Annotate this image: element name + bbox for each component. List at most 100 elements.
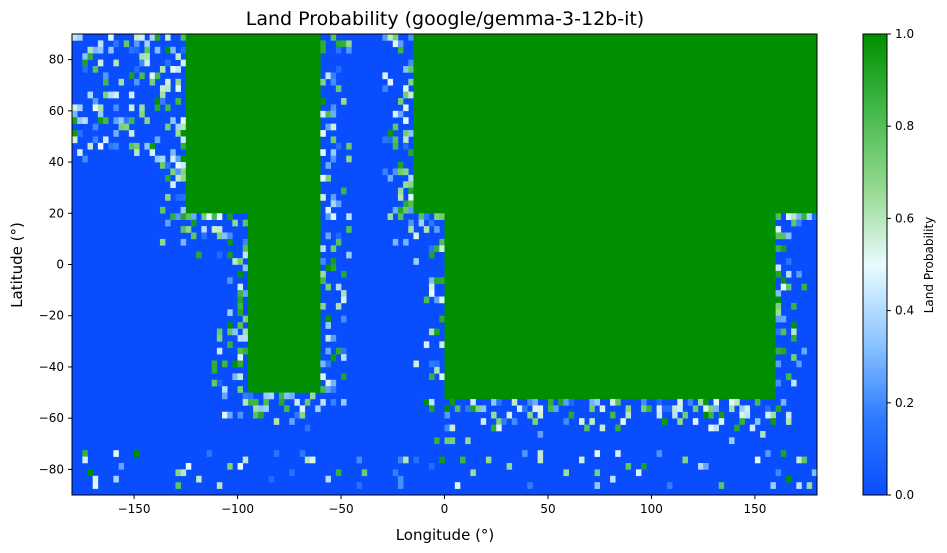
heatmap-cell	[485, 136, 492, 144]
heatmap-cell	[641, 46, 647, 54]
heatmap-cell	[604, 59, 611, 67]
heatmap-cell	[154, 104, 161, 112]
heatmap-cell	[330, 123, 337, 131]
heatmap-cell	[516, 85, 523, 92]
heatmap-cell	[594, 328, 601, 336]
heatmap-cell	[315, 174, 321, 182]
heatmap-cell	[190, 34, 197, 41]
heatmap-cell	[584, 130, 590, 137]
heatmap-cell	[423, 142, 430, 150]
heatmap-cell	[744, 200, 751, 208]
heatmap-cell	[713, 98, 720, 105]
heatmap-cell	[553, 219, 559, 227]
heatmap-cell	[491, 66, 497, 73]
heatmap-cell	[801, 213, 807, 220]
heatmap-cell	[703, 123, 709, 131]
heatmap-cell	[599, 78, 606, 86]
heatmap-cell	[672, 277, 678, 285]
heatmap-cell	[584, 59, 590, 67]
heatmap-cell	[449, 283, 456, 291]
heatmap-cell	[253, 213, 259, 220]
heatmap-cell	[315, 258, 321, 265]
heatmap-cell	[165, 78, 171, 86]
heatmap-cell	[496, 46, 502, 54]
heatmap-cell	[201, 162, 207, 169]
heatmap-cell	[470, 168, 476, 176]
heatmap-cell	[765, 302, 771, 310]
heatmap-cell	[537, 110, 544, 118]
heatmap-cell	[460, 40, 466, 48]
heatmap-cell	[635, 283, 642, 291]
heatmap-cell	[666, 219, 673, 227]
heatmap-cell	[558, 296, 564, 304]
heatmap-cell	[641, 328, 647, 336]
heatmap-cell	[247, 136, 254, 144]
heatmap-cell	[87, 91, 93, 99]
heatmap-cell	[201, 232, 207, 240]
heatmap-cell	[185, 194, 192, 201]
heatmap-cell	[656, 341, 663, 349]
heatmap-cell	[465, 117, 471, 124]
heatmap-cell	[739, 40, 745, 48]
heatmap-cell	[568, 206, 575, 214]
heatmap-cell	[532, 130, 538, 137]
heatmap-cell	[268, 142, 275, 150]
heatmap-cell	[801, 142, 807, 150]
heatmap-cell	[734, 194, 740, 201]
heatmap-cell	[589, 264, 595, 272]
heatmap-cell	[558, 277, 564, 285]
heatmap-cell	[506, 258, 513, 265]
heatmap-cell	[754, 200, 761, 208]
heatmap-cell	[610, 130, 616, 137]
heatmap-cell	[589, 66, 595, 73]
heatmap-cell	[480, 258, 487, 265]
heatmap-cell	[294, 155, 300, 163]
heatmap-cell	[718, 130, 725, 137]
heatmap-cell	[190, 168, 197, 176]
heatmap-cell	[635, 334, 642, 342]
heatmap-cell	[687, 59, 694, 67]
heatmap-cell	[801, 149, 807, 156]
heatmap-cell	[646, 85, 652, 92]
heatmap-cell	[475, 110, 482, 118]
heatmap-cell	[765, 59, 771, 67]
heatmap-cell	[594, 213, 601, 220]
heatmap-cell	[615, 187, 621, 195]
heatmap-cell	[480, 40, 487, 48]
heatmap-cell	[470, 162, 476, 169]
heatmap-cell	[263, 123, 269, 131]
heatmap-cell	[289, 53, 295, 60]
heatmap-cell	[227, 174, 233, 182]
heatmap-cell	[532, 290, 538, 297]
heatmap-cell	[661, 245, 668, 252]
heatmap-cell	[646, 78, 652, 86]
heatmap-cell	[253, 59, 259, 67]
heatmap-cell	[485, 245, 492, 252]
heatmap-cell	[501, 136, 507, 144]
heatmap-cell	[496, 322, 502, 329]
heatmap-cell	[620, 309, 626, 317]
heatmap-cell	[698, 322, 704, 329]
heatmap-cell	[273, 59, 280, 67]
heatmap-cell	[227, 155, 233, 163]
heatmap-cell	[698, 136, 704, 144]
heatmap-cell	[754, 302, 761, 310]
heatmap-cell	[599, 206, 606, 214]
heatmap-cell	[475, 142, 482, 150]
heatmap-cell	[547, 168, 554, 176]
heatmap-cell	[744, 123, 751, 131]
heatmap-cell	[289, 315, 295, 323]
heatmap-cell	[516, 142, 523, 150]
heatmap-cell	[532, 34, 538, 41]
heatmap-cell	[718, 98, 725, 105]
heatmap-cell	[227, 104, 233, 112]
heatmap-cell	[454, 34, 461, 41]
heatmap-cell	[739, 174, 745, 182]
heatmap-cell	[661, 174, 668, 182]
heatmap-cell	[646, 149, 652, 156]
heatmap-cell	[547, 59, 554, 67]
heatmap-cell	[423, 59, 430, 67]
heatmap-cell	[749, 53, 756, 60]
heatmap-cell	[573, 34, 580, 41]
heatmap-cell	[527, 78, 533, 86]
